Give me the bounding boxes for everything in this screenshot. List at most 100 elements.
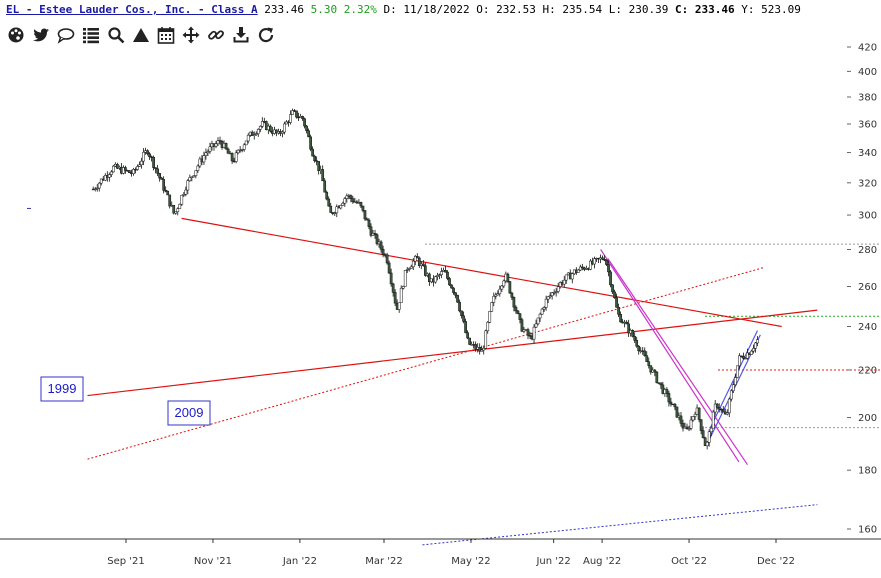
- candle-body: [411, 260, 415, 268]
- candle-body: [703, 437, 707, 447]
- trendline: [87, 267, 764, 460]
- link-icon[interactable]: [206, 25, 226, 45]
- candle-body: [488, 311, 492, 323]
- candle-body: [750, 350, 753, 355]
- y-tick-label: 180: [858, 466, 877, 477]
- candle-body: [540, 308, 544, 315]
- candle-body: [351, 198, 355, 203]
- x-tick-label: Mar '22: [365, 556, 403, 567]
- candle-body: [226, 148, 230, 154]
- candle-body: [462, 315, 465, 322]
- calendar-icon[interactable]: [156, 25, 176, 45]
- candle-body: [407, 268, 411, 270]
- symbol-link[interactable]: EL - Estee Lauder Cos., Inc. - Class A: [6, 3, 258, 16]
- candle-body: [339, 205, 343, 209]
- candle-body: [335, 206, 339, 214]
- candle-body: [148, 153, 151, 158]
- candle-body: [468, 337, 471, 345]
- y-tick-label: 200: [858, 413, 877, 424]
- candle-body: [152, 156, 155, 168]
- candle-body: [387, 262, 391, 274]
- candle-body: [409, 266, 413, 269]
- twitter-icon[interactable]: [31, 25, 51, 45]
- palette-icon[interactable]: [6, 25, 26, 45]
- candle-body: [570, 273, 574, 280]
- candle-body: [512, 297, 516, 308]
- candle-body: [291, 110, 294, 115]
- candle-body: [379, 241, 383, 250]
- candle-body: [93, 188, 97, 190]
- trendline-labels: 1999 2009: [40, 376, 211, 426]
- candle-body: [116, 163, 119, 169]
- candle-body: [484, 330, 488, 349]
- candle-body: [705, 442, 709, 447]
- download-icon[interactable]: [231, 25, 251, 45]
- candle-body: [691, 416, 695, 421]
- candle-body: [687, 428, 691, 430]
- close-price: 233.46: [694, 3, 735, 16]
- candle-body: [494, 294, 498, 297]
- candle-body: [615, 297, 618, 308]
- candle-body: [341, 202, 345, 206]
- candle-body: [301, 116, 304, 119]
- candle-body: [244, 140, 248, 146]
- candle-body: [681, 423, 685, 429]
- candle-body: [436, 275, 439, 277]
- list-icon[interactable]: [81, 25, 101, 45]
- candle-body: [234, 152, 238, 162]
- candle-body: [202, 155, 206, 163]
- y-tick-label: 240: [858, 322, 877, 333]
- open-price: O: 232.53: [476, 3, 536, 16]
- move-icon[interactable]: [181, 25, 201, 45]
- candle-body: [699, 419, 703, 431]
- y-tick-label: 280: [858, 245, 877, 256]
- candle-body: [514, 306, 518, 312]
- candle-body: [190, 176, 194, 178]
- candle-body: [393, 292, 397, 304]
- candle-body: [633, 336, 637, 341]
- candle-body: [554, 291, 558, 293]
- candle-body: [653, 369, 657, 373]
- candle-body: [725, 412, 729, 415]
- triangle-icon[interactable]: [131, 25, 151, 45]
- high-price: H: 235.54: [542, 3, 603, 16]
- candle-body: [454, 292, 457, 296]
- candle-body: [542, 307, 546, 310]
- candle-body: [496, 293, 500, 296]
- candle-body: [550, 292, 554, 296]
- candle-body: [440, 271, 443, 276]
- comment-icon[interactable]: [56, 25, 76, 45]
- candle-body: [562, 279, 566, 285]
- candle-body: [204, 152, 208, 156]
- trendlines: [87, 217, 818, 546]
- candle-body: [742, 356, 745, 359]
- candle-body: [218, 140, 222, 142]
- search-icon[interactable]: [106, 25, 126, 45]
- candle-body: [349, 195, 353, 199]
- y-tick-label: 360: [858, 119, 877, 130]
- candle-body: [146, 150, 149, 155]
- candle-body: [381, 248, 385, 255]
- candle-body: [428, 273, 431, 283]
- candle-body: [544, 298, 548, 308]
- candle-body: [715, 403, 719, 408]
- x-tick-label: Aug '22: [583, 556, 621, 567]
- candle-body: [184, 189, 188, 195]
- candle-body: [258, 126, 262, 130]
- candle-body: [500, 285, 504, 290]
- candle-body: [458, 301, 461, 312]
- candle-body: [417, 257, 421, 266]
- candle-body: [333, 212, 337, 214]
- candle-body: [464, 321, 467, 333]
- candle-body: [389, 272, 393, 285]
- x-tick-label: Nov '21: [194, 556, 232, 567]
- candle-body: [564, 274, 568, 281]
- candle-body: [576, 269, 580, 273]
- candle-body: [659, 382, 663, 386]
- candle-body: [236, 149, 240, 154]
- candle-body: [456, 294, 459, 303]
- refresh-icon[interactable]: [256, 25, 276, 45]
- candle-body: [693, 414, 697, 417]
- candle-body: [673, 403, 677, 408]
